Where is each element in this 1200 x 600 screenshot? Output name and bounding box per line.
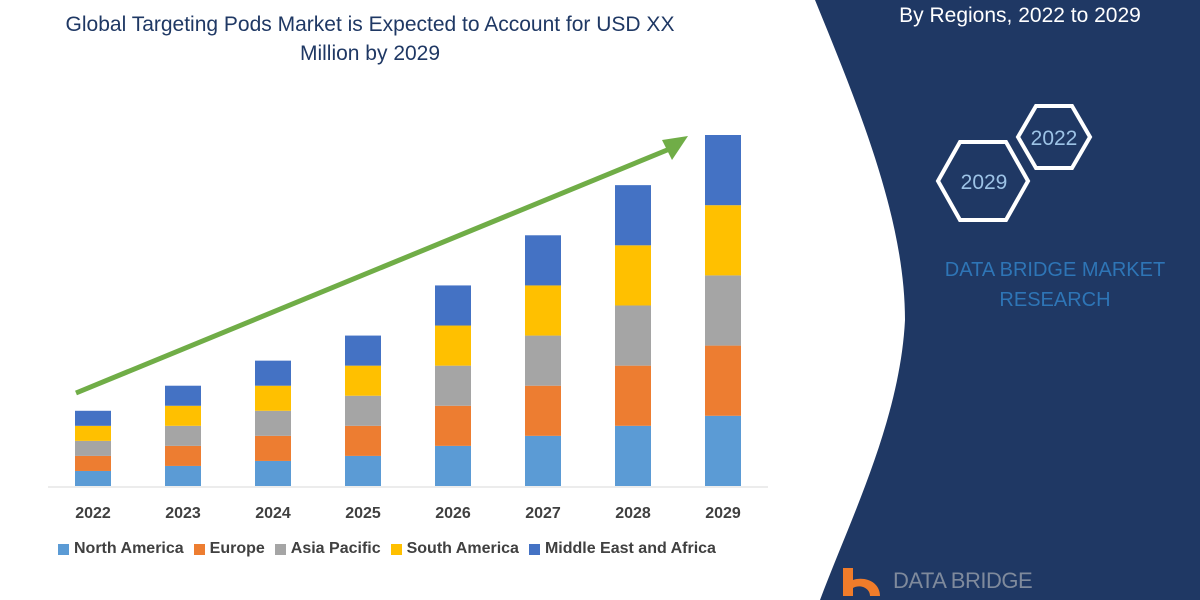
x-tick-label: 2028 (615, 505, 651, 522)
hexagon-2022-label: 2022 (1031, 127, 1078, 150)
bar-segment-2022-0 (75, 470, 111, 486)
legend-item: South America (390, 540, 519, 558)
hexagon-2029 (935, 140, 1031, 222)
x-tick-label: 2029 (705, 505, 741, 522)
bar-segment-2024-2 (255, 410, 291, 436)
bar-segment-2027-1 (525, 385, 561, 436)
navy-side-panel (815, 0, 1200, 600)
logo-icon (843, 568, 880, 596)
chart-title: Global Targeting Pods Market is Expected… (65, 13, 675, 65)
bar-segment-2022-1 (75, 455, 111, 471)
bar-segment-2027-0 (525, 435, 561, 486)
x-tick-label: 2026 (435, 505, 471, 522)
bar-segment-2027-3 (525, 285, 561, 336)
legend-label: Europe (209, 540, 265, 557)
legend-swatch (274, 543, 286, 555)
bar-segment-2024-3 (255, 385, 291, 411)
bar-segment-2025-2 (345, 395, 381, 426)
bar-segment-2029-1 (705, 345, 741, 416)
bar-segment-2026-0 (435, 445, 471, 486)
legend-swatch (193, 543, 205, 555)
bar-segment-2024-1 (255, 435, 291, 461)
legend-item: Middle East and Africa (528, 540, 716, 558)
legend-label: South America (406, 540, 519, 557)
legend-label: Middle East and Africa (544, 540, 716, 557)
bar-segment-2028-1 (615, 365, 651, 426)
x-tick-label: 2023 (165, 505, 201, 522)
legend-label: Asia Pacific (290, 540, 381, 557)
legend-item: Europe (193, 540, 265, 558)
bar-segment-2028-0 (615, 425, 651, 486)
bar-segment-2027-4 (525, 235, 561, 286)
trend-arrow-head (662, 136, 688, 160)
bar-segment-2024-0 (255, 460, 291, 486)
bar-segment-2027-2 (525, 335, 561, 386)
x-tick-label: 2022 (75, 505, 111, 522)
bar-segment-2023-0 (165, 465, 201, 486)
legend-label: North America (74, 540, 184, 557)
x-tick-label: 2027 (525, 505, 561, 522)
bar-segment-2025-1 (345, 425, 381, 456)
legend-swatch (528, 543, 540, 555)
bar-segment-2025-4 (345, 335, 381, 366)
bar-segment-2025-3 (345, 365, 381, 396)
bar-segment-2025-0 (345, 455, 381, 486)
legend-item: Asia Pacific (274, 540, 381, 558)
bar-segment-2022-2 (75, 440, 111, 456)
brand-text: DATA BRIDGE MARKET RESEARCH (944, 259, 1166, 311)
bar-segment-2023-1 (165, 445, 201, 466)
x-tick-label: 2025 (345, 505, 381, 522)
x-tick-label: 2024 (255, 505, 291, 522)
hexagon-2029-label: 2029 (961, 171, 1008, 194)
bar-segment-2028-4 (615, 185, 651, 246)
bar-segment-2026-2 (435, 365, 471, 406)
bar-segment-2029-3 (705, 205, 741, 276)
bar-segment-2028-2 (615, 305, 651, 366)
bar-segment-2029-2 (705, 275, 741, 346)
bar-segment-2026-4 (435, 285, 471, 326)
bar-segment-2029-4 (705, 135, 741, 206)
logo-text: DATA BRIDGE (893, 568, 1033, 593)
bar-segment-2024-4 (255, 360, 291, 386)
trend-arrow-line (75, 145, 673, 396)
legend-swatch (390, 543, 402, 555)
bar-segment-2026-1 (435, 405, 471, 446)
bar-segment-2023-4 (165, 385, 201, 406)
bar-segment-2026-3 (435, 325, 471, 366)
bar-segment-2023-2 (165, 425, 201, 446)
legend: North America Europe Asia Pacific South Ame… (58, 540, 716, 558)
hexagon-2022 (1015, 104, 1093, 170)
region-title: By Regions, 2022 to 2029 (899, 4, 1141, 27)
bar-segment-2022-4 (75, 410, 111, 426)
stacked-bar-chart: 2022 2023 2024 2025 2026 2027 2028 2029 (48, 135, 768, 522)
legend-item: North America (58, 540, 184, 558)
bar-segment-2029-0 (705, 415, 741, 486)
bar-segment-2022-3 (75, 425, 111, 441)
legend-swatch (58, 543, 69, 555)
bar-segment-2028-3 (615, 245, 651, 306)
bar-segment-2023-3 (165, 405, 201, 426)
